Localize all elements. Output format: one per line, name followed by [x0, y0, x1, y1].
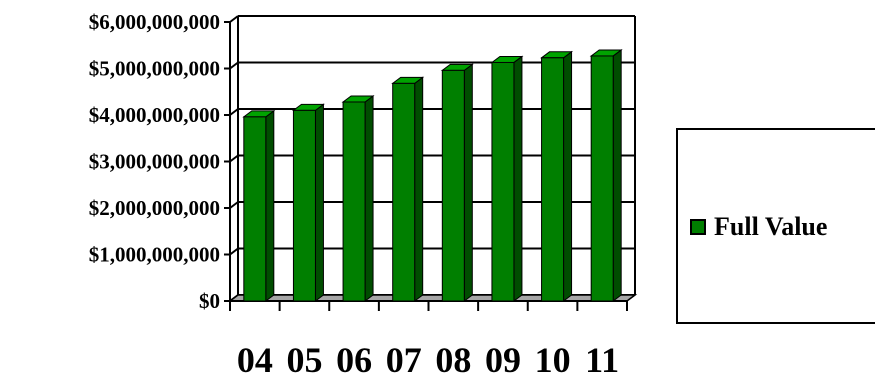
bar-side: [513, 55, 523, 302]
x-tick-label: 11: [585, 340, 619, 380]
bar-chart: $0 $1,000,000,000 $2,000,000,000 $3,000,000…: [89, 10, 638, 380]
legend: Full Value: [676, 128, 875, 324]
bar: [541, 57, 565, 302]
y-tick-label: $6,000,000,000: [89, 10, 220, 34]
y-tick-label: $5,000,000,000: [89, 57, 220, 81]
gridline-wall: [229, 15, 239, 23]
y-tick-label: $4,000,000,000: [89, 103, 220, 127]
x-tick-label: 04: [237, 340, 273, 380]
x-tick-label: 10: [535, 340, 571, 380]
bar-side: [463, 63, 473, 302]
bar: [243, 116, 267, 302]
bar: [441, 69, 465, 302]
bar-side: [314, 103, 324, 302]
x-tick-label: 08: [435, 340, 471, 380]
x-tick-label: 07: [386, 340, 422, 380]
bar-side: [563, 50, 573, 302]
x-tick-label: 09: [485, 340, 521, 380]
gridline-wall: [229, 61, 239, 70]
bar: [392, 82, 416, 302]
legend-label: Full Value: [714, 212, 828, 241]
x-tick-label: 05: [286, 340, 322, 380]
bar: [292, 109, 316, 302]
bar-side: [265, 109, 275, 302]
bar: [590, 55, 614, 302]
legend-swatch: [690, 219, 706, 235]
gridline-wall: [229, 154, 239, 163]
gridline-wall: [229, 247, 239, 256]
bar: [342, 101, 366, 302]
y-tick-label: $3,000,000,000: [89, 150, 220, 174]
bar-side: [414, 76, 424, 302]
gridline-wall: [229, 108, 239, 116]
y-tick-label: $0: [199, 289, 220, 313]
legend-entry: Full Value: [690, 212, 827, 242]
bar: [491, 61, 515, 302]
x-tick-label: 06: [336, 340, 372, 380]
bar-side: [364, 94, 374, 302]
gridline-wall: [229, 201, 239, 209]
bar-side: [612, 48, 622, 302]
y-tick-label: $1,000,000,000: [89, 243, 220, 267]
y-tick-label: $2,000,000,000: [89, 196, 220, 220]
